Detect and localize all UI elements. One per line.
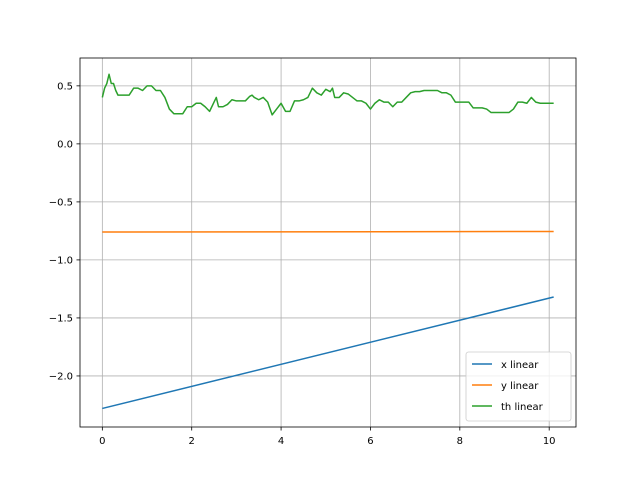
x-tick-label: 2 (189, 436, 195, 447)
series-group (101, 73, 554, 410)
legend-label-x-linear: x linear (501, 360, 539, 371)
legend-label-th-linear: th linear (501, 402, 544, 413)
x-tick-label: 4 (278, 436, 284, 447)
y-tick-label: −1.5 (49, 313, 73, 324)
plot-area-frame (79, 57, 577, 428)
series-line-y-linear (102, 230, 554, 233)
y-tick-label: −0.5 (49, 197, 73, 208)
series-line-th-linear (101, 73, 554, 116)
legend: x linear y linear th linear (465, 351, 572, 422)
x-tick-label: 8 (457, 436, 463, 447)
y-tick-label: −2.0 (49, 371, 73, 382)
series-line-x-linear (102, 296, 554, 410)
legend-box (465, 351, 572, 422)
axis-ticks: 0 2 4 6 8 10 0.5 0.0 −0.5 −1.0 −1.5 −2.0 (49, 81, 556, 447)
y-tick-label: 0.5 (57, 81, 73, 92)
grid (80, 58, 576, 427)
x-tick-label: 6 (367, 436, 373, 447)
legend-label-y-linear: y linear (501, 381, 539, 392)
x-tick-label: 0 (99, 436, 105, 447)
x-tick-label: 10 (543, 436, 556, 447)
y-tick-label: 0.0 (57, 139, 73, 150)
y-tick-label: −1.0 (49, 255, 73, 266)
